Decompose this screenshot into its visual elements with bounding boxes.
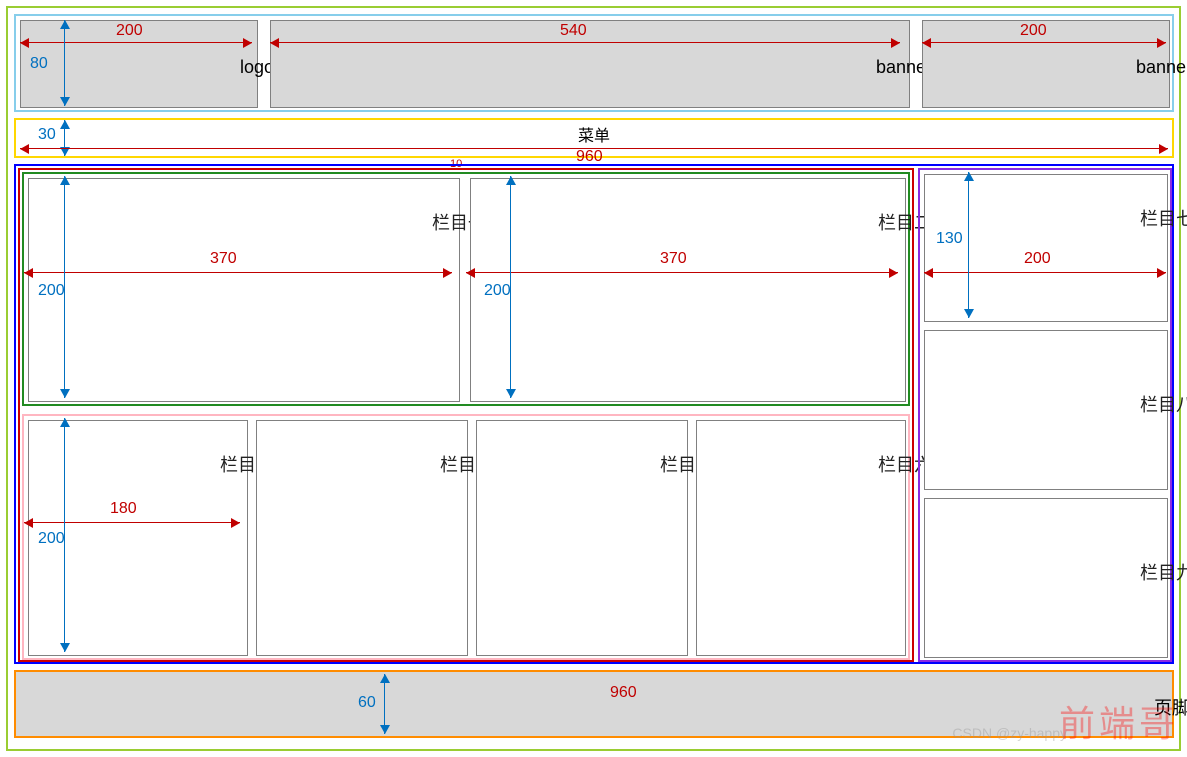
dim-col7-height xyxy=(968,172,969,318)
col7-label: 栏目七 xyxy=(1046,205,1187,231)
dim-col1-width xyxy=(24,272,452,273)
banner2-label: banner2 xyxy=(1046,57,1187,78)
dim-banner1-width-label: 540 xyxy=(560,22,587,40)
banner1-box: banner1 xyxy=(270,20,910,108)
menu-label: 菜单 xyxy=(16,122,1172,146)
dim-banner2-width xyxy=(922,42,1166,43)
dim-logo-width-label: 200 xyxy=(116,22,143,40)
header-wrap: logo banner1 banner2 xyxy=(14,14,1174,112)
dim-col3-height-label: 200 xyxy=(38,530,65,548)
green-wrap: 栏目一 栏目二 xyxy=(22,172,910,406)
col5-box: 栏目五 xyxy=(476,420,688,656)
dim-col1-height-label: 200 xyxy=(38,282,65,300)
col4-box: 栏目四 xyxy=(256,420,468,656)
watermark: 前端哥 xyxy=(1059,695,1179,747)
col9-box: 栏目九 xyxy=(924,498,1168,658)
dim-col7-width-label: 200 xyxy=(1024,250,1051,268)
layout-diagram: logo banner1 banner2 200 540 200 80 菜单 3… xyxy=(0,0,1187,757)
dim-banner2-width-label: 200 xyxy=(1020,22,1047,40)
dim-footer-width-label: 960 xyxy=(610,684,637,702)
col9-label: 栏目九 xyxy=(1046,559,1187,585)
dim-header-height xyxy=(64,20,65,106)
dim-col2-width xyxy=(466,272,898,273)
dim-menu-height-label: 30 xyxy=(38,126,56,144)
main-wrap: 栏目一 栏目二 栏目三 栏目四 栏目五 栏目六 xyxy=(14,164,1174,664)
col1-box: 栏目一 xyxy=(28,178,460,402)
dim-footer-height-label: 60 xyxy=(358,694,376,712)
dim-footer-height xyxy=(384,674,385,734)
dim-banner1-width xyxy=(270,42,900,43)
dim-header-height-label: 80 xyxy=(30,55,48,73)
col6-box: 栏目六 xyxy=(696,420,906,656)
col8-box: 栏目八 xyxy=(924,330,1168,490)
dim-col3-width xyxy=(24,522,240,523)
col8-label: 栏目八 xyxy=(1046,391,1187,417)
dim-col7-height-label: 130 xyxy=(936,230,963,248)
col7-box: 栏目七 xyxy=(924,174,1168,322)
dim-logo-width xyxy=(20,42,252,43)
pink-wrap: 栏目三 栏目四 栏目五 栏目六 xyxy=(22,414,910,660)
dim-col2-width-label: 370 xyxy=(660,250,687,268)
dim-col2-height-label: 200 xyxy=(484,282,511,300)
dim-col3-width-label: 180 xyxy=(110,500,137,518)
dim-col7-width xyxy=(924,272,1166,273)
faint-watermark: CSDN @zy-happy xyxy=(952,725,1067,741)
dim-col1-width-label: 370 xyxy=(210,250,237,268)
left-main: 栏目一 栏目二 栏目三 栏目四 栏目五 栏目六 xyxy=(18,168,914,662)
dim-menu-height xyxy=(64,120,65,156)
col2-box: 栏目二 xyxy=(470,178,906,402)
